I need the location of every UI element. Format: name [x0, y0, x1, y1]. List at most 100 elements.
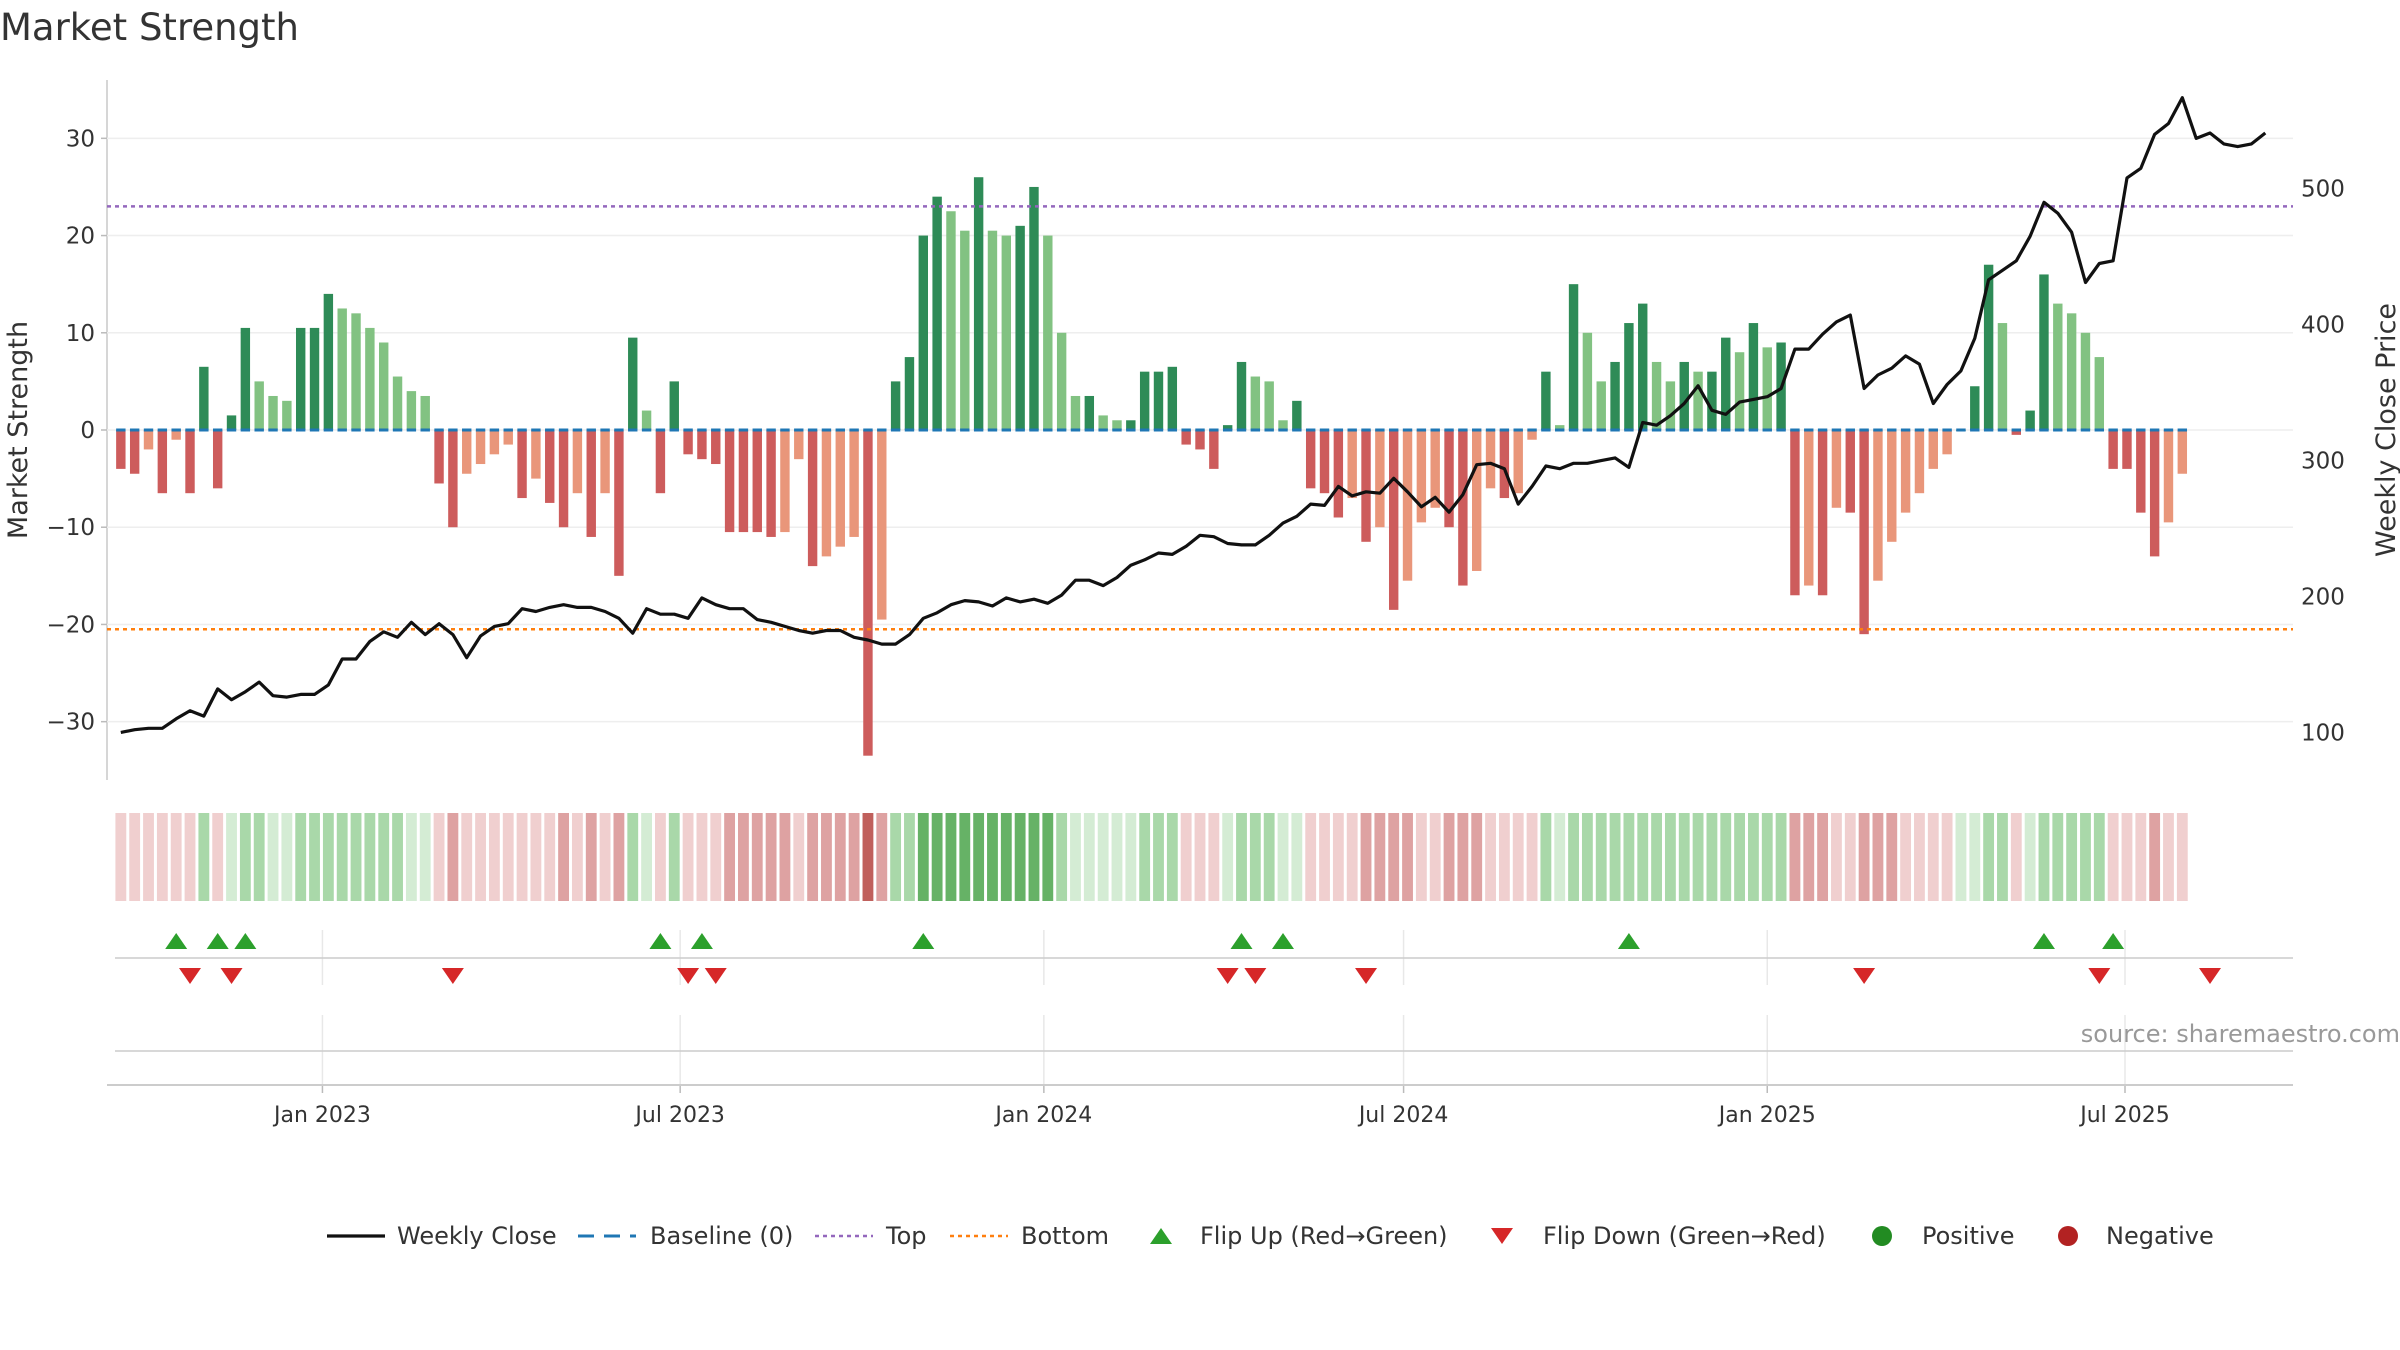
strength-strip-cell	[1955, 813, 1967, 901]
strength-strip-cell	[1997, 813, 2008, 901]
legend-weekly-close-label: Weekly Close	[397, 1222, 557, 1250]
strength-bar	[2136, 430, 2146, 513]
strength-bar	[1388, 430, 1399, 610]
strength-strip-cell	[1540, 813, 1552, 901]
strength-strip-cell	[2163, 813, 2174, 901]
chart-title: Market Strength	[0, 6, 299, 49]
flip-down-marker	[179, 968, 202, 984]
strength-strip-cell	[419, 813, 431, 901]
strength-strip-cell	[655, 813, 666, 901]
strength-bar	[2080, 332, 2091, 430]
strength-strip-cell	[1706, 813, 1718, 901]
strength-bar	[904, 357, 915, 430]
strength-strip-cell	[461, 813, 473, 901]
strength-strip-cell	[668, 813, 680, 901]
strength-bar	[1333, 430, 1344, 518]
flip-up-marker	[1230, 933, 1253, 949]
strength-strip-cell	[1651, 813, 1662, 901]
strength-bar	[2053, 303, 2063, 430]
strength-strip-cell	[973, 813, 985, 901]
strength-bar	[1485, 430, 1496, 489]
strength-bar	[697, 430, 707, 460]
strength-bar	[1430, 430, 1440, 508]
strength-strip-cell	[1844, 813, 1856, 901]
flip-down-marker	[2198, 968, 2221, 984]
flip-up-marker	[165, 933, 188, 949]
strength-strip-cell	[765, 813, 777, 901]
strength-bar	[863, 430, 873, 756]
strength-bar	[143, 430, 154, 450]
strength-bar	[614, 430, 624, 576]
strength-strip-cell	[1042, 813, 1054, 901]
x-tick-label: Jul 2024	[1357, 1103, 1449, 1128]
strength-strip-cell	[1512, 813, 1524, 901]
strength-strip-cell	[613, 813, 625, 901]
strength-bar	[766, 430, 776, 537]
flip-down-marker	[1355, 968, 1378, 984]
strength-bar	[1596, 381, 1606, 430]
strength-strip-cell	[917, 813, 929, 901]
strength-strip-cell	[1886, 813, 1898, 901]
strength-bar	[724, 430, 735, 533]
x-tick-label: Jul 2025	[2078, 1103, 2170, 1128]
strength-bar	[669, 381, 679, 430]
strength-strip-cell	[1415, 813, 1427, 901]
strength-strip-cell	[1609, 813, 1621, 901]
strength-strip-cell	[488, 813, 500, 901]
strength-strip-cell	[834, 813, 846, 901]
strength-strip-cell	[1858, 813, 1870, 901]
weekly-close-line	[120, 96, 2267, 734]
strength-bar	[918, 235, 928, 430]
left-tick-label: −20	[46, 612, 95, 638]
strength-strip-cell	[475, 813, 486, 901]
strength-bar	[1679, 361, 1689, 430]
strength-strip-cell	[1166, 813, 1178, 901]
source-credit: source: sharemaestro.com	[2080, 1020, 2400, 1048]
strength-bar	[1416, 430, 1427, 523]
strength-strip-cell	[378, 813, 390, 901]
strength-bar	[2163, 430, 2174, 523]
strength-strip-cell	[1969, 813, 1981, 901]
strength-bar	[711, 430, 721, 465]
strength-strip-cell	[226, 813, 237, 901]
left-tick-label: 0	[80, 418, 95, 444]
flip-up-marker	[690, 933, 713, 949]
left-tick-label: −10	[46, 515, 95, 541]
strength-bar	[960, 230, 970, 430]
strength-strip-cell	[1581, 813, 1593, 901]
strength-strip-cell	[336, 813, 348, 901]
strength-strip-cell	[1319, 813, 1330, 901]
strength-bar	[821, 430, 832, 557]
strength-bar	[1610, 361, 1620, 430]
strength-strip-cell	[1664, 813, 1676, 901]
strength-strip-cell	[1236, 813, 1247, 901]
strength-bar	[1001, 235, 1012, 430]
flip-up-marker	[234, 933, 257, 949]
strength-strip-cell	[2010, 813, 2022, 901]
strength-strip-cell	[2052, 813, 2064, 901]
strength-strip-cell	[1471, 813, 1483, 901]
strength-strip-cell	[1111, 813, 1123, 901]
strength-strip-cell	[309, 813, 320, 901]
strength-bar	[1153, 371, 1164, 430]
strength-bar	[2149, 430, 2160, 557]
strength-bar	[268, 395, 278, 430]
strength-bar	[2094, 357, 2105, 430]
strength-strip-cell	[1097, 813, 1109, 901]
strength-strip-cell	[281, 813, 293, 901]
strength-strip-cell	[904, 813, 915, 901]
strength-strip-cell	[1305, 813, 1317, 901]
strength-bar	[1762, 347, 1772, 430]
strength-strip-cell	[350, 813, 362, 901]
strength-bar	[406, 391, 417, 430]
strength-strip-cell	[1637, 813, 1649, 901]
strength-strip-cell	[405, 813, 417, 901]
strength-strip-cell	[821, 813, 832, 901]
legend-baseline-label: Baseline (0)	[650, 1222, 793, 1250]
strength-strip-cell	[696, 813, 708, 901]
strength-bar	[780, 430, 790, 533]
flip-down-marker	[1216, 968, 1239, 984]
strength-bar	[655, 430, 666, 494]
strength-bar	[185, 430, 195, 494]
strength-bar	[1707, 371, 1717, 430]
